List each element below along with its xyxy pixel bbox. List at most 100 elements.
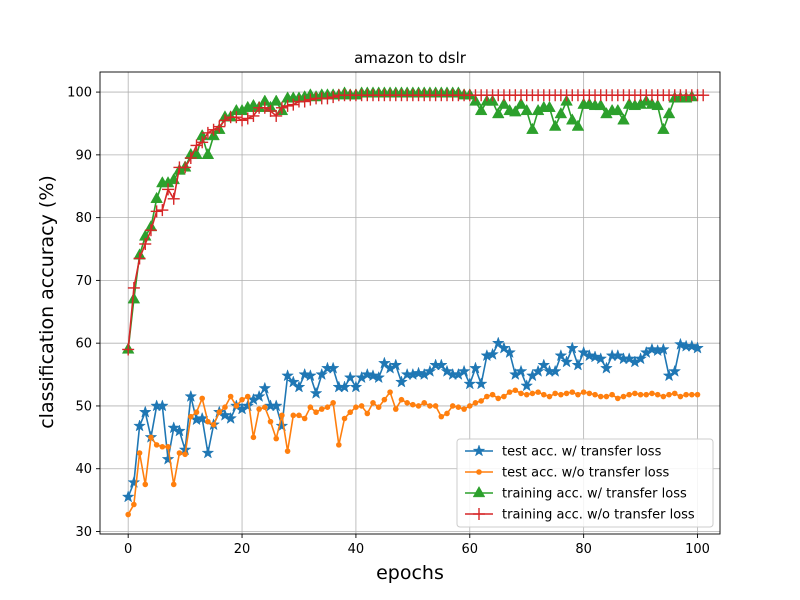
data-point [577, 345, 591, 359]
data-point [697, 89, 710, 102]
data-point [674, 337, 687, 350]
data-point [256, 406, 262, 412]
data-point [438, 413, 445, 420]
data-point [520, 103, 533, 116]
data-point [281, 99, 294, 112]
data-point [683, 391, 689, 398]
data-point [150, 205, 163, 218]
data-point [375, 404, 382, 411]
data-point [588, 350, 602, 363]
data-point [264, 104, 277, 117]
x-tick-label: 40 [348, 542, 365, 557]
data-point [148, 434, 154, 441]
data-point [689, 391, 695, 398]
data-point [491, 336, 505, 349]
data-point [617, 113, 630, 125]
data-point [474, 103, 488, 116]
data-point [654, 391, 661, 398]
data-point [324, 404, 331, 411]
data-point [632, 390, 638, 397]
data-point [239, 396, 245, 403]
y-axis-title: classification accuracy (%) [36, 175, 58, 429]
data-point [199, 395, 205, 402]
data-point [565, 341, 579, 354]
data-point [207, 123, 220, 136]
data-point [172, 424, 186, 437]
data-point [201, 126, 214, 139]
data-point [649, 390, 655, 397]
legend-label: training acc. w/ transfer loss [502, 487, 687, 502]
data-point [292, 380, 306, 393]
data-point [512, 387, 519, 394]
data-point [196, 136, 209, 149]
data-point [548, 119, 562, 131]
data-point [127, 475, 141, 488]
data-point [434, 358, 448, 371]
data-point [156, 204, 169, 217]
data-point [594, 352, 608, 365]
data-point [491, 107, 505, 119]
data-point [520, 379, 534, 392]
data-point [387, 389, 393, 395]
data-point [449, 403, 456, 409]
data-point [122, 343, 135, 356]
data-point [634, 352, 648, 365]
data-point [133, 419, 146, 432]
data-point [138, 405, 152, 418]
data-point [269, 399, 283, 412]
y-tick-label: 80 [75, 211, 92, 226]
data-point [597, 393, 604, 400]
data-point [395, 375, 408, 388]
x-axis-title: epochs [376, 562, 444, 584]
data-point [372, 370, 386, 384]
data-point [366, 369, 380, 382]
legend-entry: training acc. w/o transfer loss [465, 508, 695, 523]
data-point [529, 390, 536, 397]
data-point [552, 390, 558, 397]
series-1 [121, 336, 704, 503]
data-point [252, 389, 266, 402]
data-point [321, 92, 334, 105]
data-point [304, 93, 317, 106]
legend-box [456, 438, 714, 528]
data-point [184, 389, 198, 402]
data-point [336, 442, 342, 448]
legend: test acc. w/ transfer loss test acc. w/o … [456, 438, 714, 528]
data-point [609, 391, 615, 398]
data-point [296, 412, 302, 419]
data-point [506, 389, 513, 395]
legend-label: test acc. w/ transfer loss [502, 445, 662, 460]
data-point [165, 443, 171, 450]
data-point [537, 358, 551, 371]
data-point [381, 396, 388, 403]
data-point [121, 490, 135, 503]
data-point [244, 393, 251, 400]
data-point [594, 98, 608, 111]
data-point [656, 342, 670, 355]
data-point [301, 415, 308, 422]
data-point [313, 409, 319, 416]
data-point [565, 113, 579, 125]
x-tick-label: 20 [234, 542, 251, 557]
data-point [267, 418, 274, 425]
data-point [421, 400, 428, 406]
data-point [227, 393, 234, 400]
y-tick-label: 50 [75, 399, 92, 414]
data-point [330, 400, 336, 406]
data-point [275, 101, 288, 114]
data-point [457, 364, 471, 377]
data-point [615, 395, 621, 402]
data-point [275, 419, 289, 432]
data-point [657, 122, 670, 134]
data-point [535, 389, 541, 395]
data-point [472, 400, 479, 406]
data-point [662, 107, 676, 119]
data-point [188, 413, 194, 420]
data-point [554, 107, 568, 119]
data-point [309, 386, 323, 399]
y-tick-label: 90 [75, 148, 92, 163]
data-point [571, 358, 585, 371]
data-point [620, 393, 627, 400]
data-point [262, 404, 268, 411]
